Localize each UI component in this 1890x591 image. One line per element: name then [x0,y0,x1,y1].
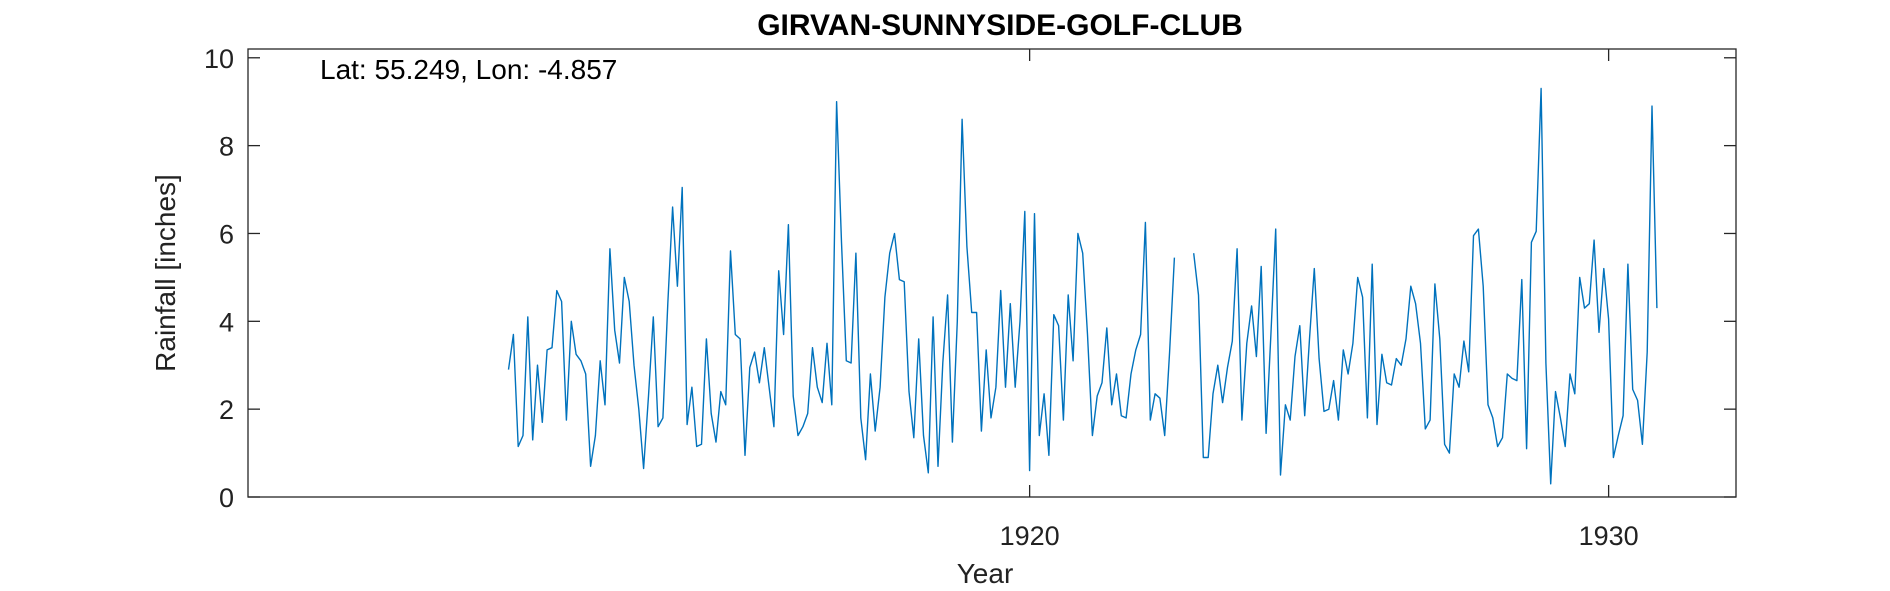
x-tick-label: 1920 [1000,521,1060,551]
y-tick-label: 8 [219,132,234,162]
tick-marks [248,49,1736,498]
location-annotation: Lat: 55.249, Lon: -4.857 [320,54,617,85]
x-tick-label: 1930 [1579,521,1639,551]
data-series [507,87,1658,485]
y-tick-label: 4 [219,307,234,337]
y-tick-label: 0 [219,483,234,513]
y-axis-label: Rainfall [inches] [150,174,181,372]
x-axis-label: Year [957,558,1014,589]
rainfall-series-line [507,87,1658,485]
y-tick-label: 2 [219,395,234,425]
chart-title: GIRVAN-SUNNYSIDE-GOLF-CLUB [757,9,1243,42]
tick-labels: 0 2 4 6 8 10 1920 1930 [204,44,1639,551]
plot-area-frame [247,48,1737,498]
y-tick-label: 6 [219,219,234,249]
y-tick-label: 10 [204,44,234,74]
